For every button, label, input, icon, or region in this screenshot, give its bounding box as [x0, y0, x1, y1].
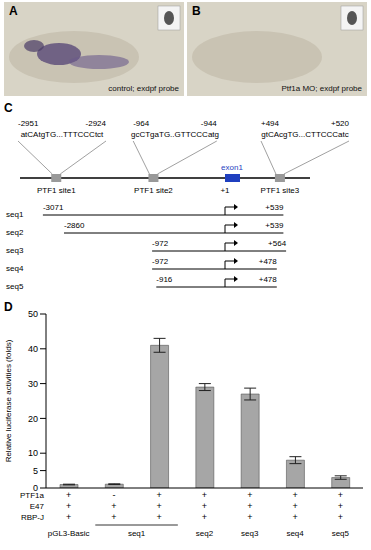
svg-text:+: +: [338, 490, 343, 500]
svg-text:+: +: [202, 490, 207, 500]
svg-text:+: +: [292, 501, 297, 511]
html-text:D: D: [4, 300, 13, 314]
svg-text:-916: -916: [156, 275, 173, 284]
svg-text:+: +: [247, 512, 252, 522]
svg-text:PTF1 site3: PTF1 site3: [261, 186, 300, 195]
svg-text:20: 20: [28, 414, 38, 424]
svg-text:C: C: [4, 101, 13, 115]
svg-text:PTF1 site2: PTF1 site2: [134, 186, 173, 195]
svg-text:-3071: -3071: [43, 203, 64, 212]
svg-text:+: +: [66, 490, 71, 500]
svg-text:+478: +478: [259, 257, 278, 266]
svg-text:atCAtgTG...TTTCCCtct: atCAtgTG...TTTCCCtct: [21, 130, 104, 139]
svg-text:-972: -972: [152, 257, 169, 266]
svg-text:30: 30: [28, 379, 38, 389]
svg-text:+: +: [111, 501, 116, 511]
svg-text:seq2: seq2: [196, 529, 214, 538]
svg-text:+: +: [292, 490, 297, 500]
svg-text:A: A: [9, 4, 18, 18]
svg-text:seq1: seq1: [6, 210, 24, 219]
svg-text:B: B: [192, 4, 201, 18]
svg-text:+: +: [157, 490, 162, 500]
svg-text:+564: +564: [268, 239, 287, 248]
svg-text:+: +: [157, 512, 162, 522]
svg-text:+: +: [247, 490, 252, 500]
svg-text:+: +: [111, 512, 116, 522]
svg-text:-2951: -2951: [18, 119, 39, 128]
svg-text:seq4: seq4: [286, 529, 304, 538]
svg-text:+: +: [338, 501, 343, 511]
svg-text:-: -: [112, 490, 115, 500]
svg-text:-2924: -2924: [86, 119, 107, 128]
svg-text:seq5: seq5: [332, 529, 350, 538]
svg-text:E47: E47: [30, 502, 45, 511]
svg-text:-944: -944: [201, 119, 218, 128]
svg-text:5: 5: [33, 466, 38, 476]
svg-text:seq3: seq3: [241, 529, 259, 538]
svg-text:gtCAcgTG...CTTCCCatc: gtCAcgTG...CTTCCCatc: [261, 130, 349, 139]
svg-text:+: +: [247, 501, 252, 511]
svg-text:-964: -964: [133, 119, 150, 128]
svg-text:pGL3-Basic: pGL3-Basic: [48, 529, 90, 538]
svg-text:+494: +494: [261, 119, 280, 128]
svg-text:+539: +539: [265, 221, 284, 230]
svg-text:+1: +1: [220, 186, 230, 195]
svg-text:seq4: seq4: [6, 264, 24, 273]
svg-text:+539: +539: [265, 203, 284, 212]
svg-text:50: 50: [28, 309, 38, 319]
svg-text:+: +: [66, 501, 71, 511]
svg-text:seq2: seq2: [6, 228, 24, 237]
svg-text:-972: -972: [152, 239, 169, 248]
svg-text:+: +: [202, 501, 207, 511]
svg-text:+520: +520: [331, 119, 350, 128]
svg-text:+: +: [338, 512, 343, 522]
svg-text:gcCTgaTG..GTTCCCatg: gcCTgaTG..GTTCCCatg: [131, 130, 219, 139]
svg-text:0: 0: [33, 483, 38, 493]
svg-text:+: +: [157, 501, 162, 511]
svg-text:+: +: [292, 512, 297, 522]
svg-text:seq5: seq5: [6, 282, 24, 291]
svg-text:PTF1a: PTF1a: [20, 491, 44, 500]
svg-text:Ptf1a MO; exdpf probe: Ptf1a MO; exdpf probe: [282, 84, 363, 93]
svg-text:40: 40: [28, 344, 38, 354]
svg-text:+478: +478: [259, 275, 278, 284]
svg-text:+: +: [202, 512, 207, 522]
svg-text:RBP-J: RBP-J: [21, 513, 44, 522]
svg-text:control; exdpf probe: control; exdpf probe: [108, 84, 179, 93]
svg-text:seq3: seq3: [6, 246, 24, 255]
svg-text:PTF1 site1: PTF1 site1: [37, 186, 76, 195]
svg-text:exon1: exon1: [221, 163, 243, 172]
svg-text:seq1: seq1: [128, 529, 146, 538]
svg-text:+: +: [66, 512, 71, 522]
svg-text:-2860: -2860: [64, 221, 85, 230]
svg-text:Relative luciferase activities: Relative luciferase activities (folds): [4, 339, 13, 462]
svg-text:10: 10: [28, 448, 38, 458]
